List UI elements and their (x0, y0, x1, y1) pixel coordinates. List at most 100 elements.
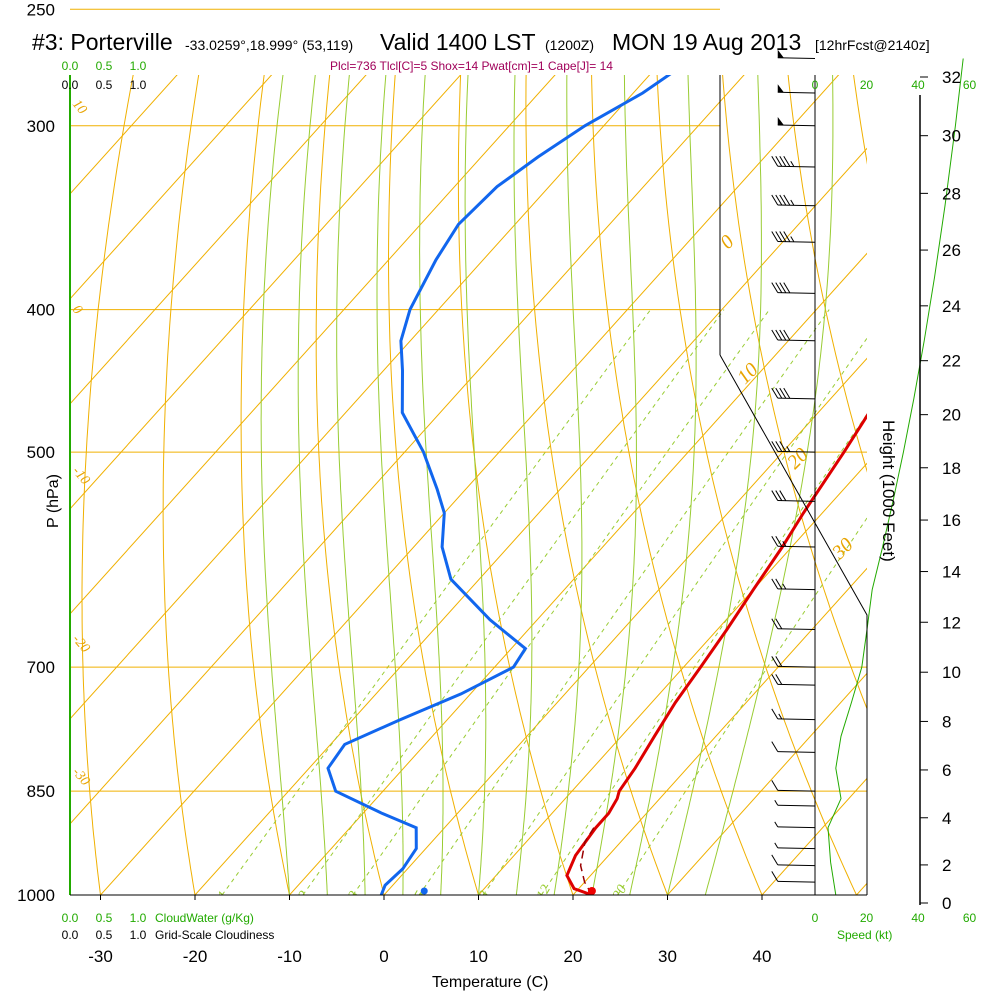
wind-barb-full (775, 674, 783, 685)
cloud-tick-label: 0.5 (96, 928, 113, 942)
lower-frame-line (719, 354, 868, 895)
height-tick-label: 14 (942, 563, 961, 582)
speed-tick-bottom: 40 (911, 911, 925, 925)
moist-adiabat-line (297, 75, 328, 895)
wind-barb-half (786, 446, 791, 452)
parcel-profile (579, 827, 595, 895)
pressure-tick-label: 250 (27, 0, 55, 19)
axes: P (hPa) Temperature (C) Speed (kt) Cloud… (17, 0, 976, 991)
dry-adiabat-line (162, 75, 200, 895)
dewpoint-profile (326, 75, 672, 895)
dry-adiabat-line (0, 0, 119, 926)
wind-barb-staff (777, 804, 816, 807)
pressure-tick-label: 300 (27, 117, 55, 136)
wind-barb-half (774, 800, 779, 806)
wind-barb-full (779, 329, 787, 341)
dry-adiabat-line (591, 75, 763, 895)
mixing-ratio-label: 12 (534, 883, 554, 903)
moist-adiabat-line (629, 75, 697, 895)
wind-barb-full (771, 231, 779, 242)
wind-barb-staff (777, 683, 816, 686)
height-tick-label: 4 (942, 809, 951, 828)
header: #3: Porterville -33.0259°,18.999° (53,11… (32, 29, 930, 73)
speed-tick-top: 40 (911, 78, 925, 92)
wind-barb-full (775, 578, 783, 590)
wind-barb-staff (777, 241, 816, 243)
moist-adiabat-line (260, 75, 290, 895)
height-tick-label: 2 (942, 856, 951, 875)
mixing-ratio-label: 3 (345, 889, 362, 903)
temperature-tick-label: 20 (564, 947, 583, 966)
forecast-info: [12hrFcst@2140z] (815, 37, 930, 53)
profiles (326, 75, 867, 895)
cloud-tick-label: 1.0 (130, 78, 147, 92)
cloud-tick-label: 0.0 (62, 59, 79, 73)
wind-barb-full (783, 194, 791, 206)
pressure-tick-label: 700 (27, 658, 55, 677)
speed-tick-bottom: 20 (860, 911, 874, 925)
dry-adiabat-line (525, 75, 669, 895)
height-tick-label: 22 (942, 352, 961, 371)
wind-barb-full (779, 441, 787, 452)
cloud-tick-label: 1.0 (130, 928, 147, 942)
stability-indices: Plcl=736 Tlcl[C]=5 Shox=14 Pwat[cm]=1 Ca… (330, 59, 613, 73)
cloud-tick-label: 0.5 (96, 911, 113, 925)
isotherm-label: 10 (69, 97, 89, 117)
mixing-ratio-label: 20 (610, 883, 630, 903)
isotherm-label: -20 (69, 632, 92, 656)
wind-barb-full (771, 741, 779, 752)
wind-barb-full (779, 231, 787, 242)
height-tick-label: 32 (942, 68, 961, 87)
wind-barb-full (779, 282, 787, 293)
temperature-profile (565, 413, 867, 895)
height-tick-label: 10 (942, 663, 961, 682)
temperature-tick-label: -30 (88, 947, 113, 966)
wind-barb-staff (777, 165, 816, 168)
mixing-ratio-line (540, 413, 867, 895)
temperature-ticks: -30 -20 -10 0 10 20 30 40 (88, 895, 771, 966)
wind-barb-pennant (777, 49, 784, 58)
wind-barb-half (782, 540, 787, 547)
wind-barb-full (771, 674, 779, 685)
speed-tick-top: 0 (812, 78, 819, 92)
wind-barb-full (775, 618, 783, 630)
wind-barb-full (775, 387, 783, 399)
mixing-ratio-line (418, 309, 830, 895)
isotherm-line (70, 75, 556, 615)
mixing-ratio-label: 8 (476, 889, 492, 903)
dry-adiabat-line (853, 75, 867, 165)
wind-barb-full (771, 441, 779, 452)
wind-barb-full (779, 194, 787, 206)
wind-barbs (771, 49, 964, 896)
wind-barb-staff (777, 789, 816, 792)
moist-adiabat-line (704, 75, 834, 895)
moist-adiabat-line (667, 75, 762, 895)
wind-barb-full (779, 490, 787, 501)
wind-barb-staff (777, 718, 816, 721)
dry-adiabat-line (722, 75, 867, 711)
wind-barb-staff (777, 450, 816, 453)
wind-barb-full (771, 656, 779, 667)
isotherm-line (572, 567, 867, 895)
speed-tick-top: 60 (963, 78, 977, 92)
cloud-tick-label: 1.0 (130, 59, 147, 73)
cloud-tick-label: 0.0 (62, 928, 79, 942)
isotherm-line (666, 672, 867, 895)
isotherm-label: -10 (69, 464, 92, 488)
wind-barb-full (771, 329, 779, 341)
mixing-ratio-line (221, 309, 652, 895)
height-tick-label: 28 (942, 184, 961, 203)
wind-barb-full (775, 656, 783, 667)
wind-barb-half (778, 713, 783, 720)
speed-tick-top: 20 (860, 78, 874, 92)
forecast-date: MON 19 Aug 2013 (612, 29, 801, 55)
cloud-ticks: 0.0 0.0 0.0 0.0 0.5 0.5 0.5 0.5 1.0 1.0 1.0 1.0 (62, 59, 147, 942)
wind-barb-staff (777, 588, 816, 591)
wind-barb-full (771, 194, 779, 206)
wind-barb-staff (777, 628, 816, 631)
wind-barb-full (775, 194, 783, 206)
wind-barb-full (779, 387, 787, 399)
isotherm-line (70, 75, 651, 720)
wind-barb-full (775, 329, 783, 341)
